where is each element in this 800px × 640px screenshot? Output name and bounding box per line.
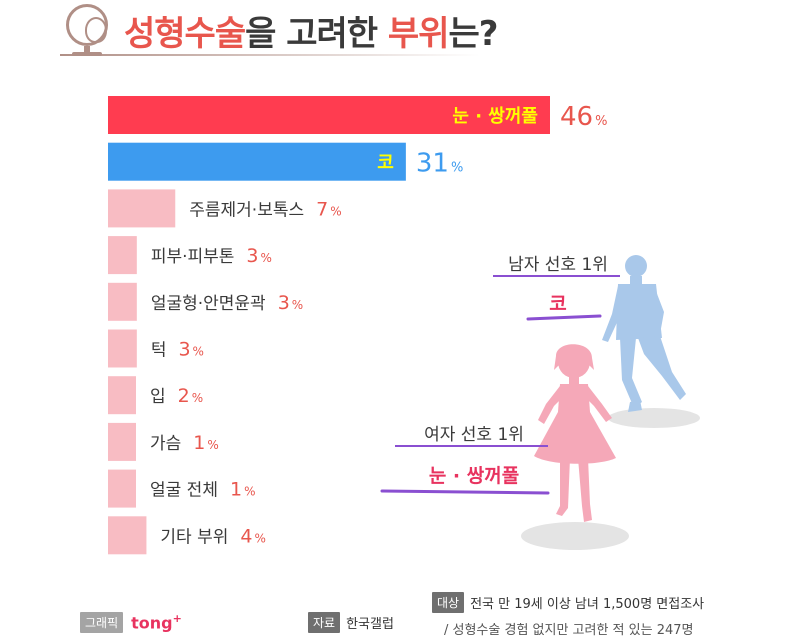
survey-info: 대상 전국 만 19세 이상 남녀 1,500명 면접조사 / 성형수술 경험 … xyxy=(432,592,772,638)
graphic-tag: 그래픽 xyxy=(80,612,124,633)
bar-1 xyxy=(108,96,550,134)
woman-callout-sub: 여자 선호 1위 xyxy=(424,425,524,445)
bar-8-label: 가슴 1% xyxy=(150,432,219,454)
man-callout-main: 코 xyxy=(549,293,567,315)
brand-name: tong xyxy=(131,613,173,633)
woman-figure-icon xyxy=(521,344,629,550)
header-divider xyxy=(60,54,480,56)
bar-9 xyxy=(108,469,136,508)
man-callout: 남자 선호 1위 코 xyxy=(496,250,620,316)
bar-5-label: 얼굴형·안면윤곽 3% xyxy=(151,292,303,314)
bar-10 xyxy=(108,516,147,555)
mirror-icon xyxy=(66,4,108,46)
bar-7-label: 입 2% xyxy=(150,385,203,407)
bar-3-label: 주름제거·보톡스 7% xyxy=(189,198,341,220)
bar-5 xyxy=(108,282,137,321)
brand-sup: + xyxy=(172,612,182,626)
target-value: 전국 만 19세 이상 남녀 1,500명 면접조사 xyxy=(470,597,705,612)
source-credit: 자료 한국갤럽 xyxy=(308,612,394,633)
title-text-2: 는? xyxy=(448,14,498,54)
man-callout-sub: 남자 선호 1위 xyxy=(508,255,608,275)
man-figure-icon xyxy=(602,255,700,428)
bar-8 xyxy=(108,422,136,461)
source-value: 한국갤럽 xyxy=(346,617,394,632)
graphic-credit: 그래픽 tong+ xyxy=(80,612,182,633)
bar-6 xyxy=(108,329,137,368)
title-highlight-2: 부위 xyxy=(387,14,450,54)
source-tag: 자료 xyxy=(308,612,341,633)
page-title: 성형수술을 고려한 부위는? xyxy=(124,6,499,55)
bar-3 xyxy=(108,189,176,228)
target-note: / 성형수술 경험 없지만 고려한 적 있는 247명 xyxy=(444,623,694,638)
bar-9-label: 얼굴 전체 1% xyxy=(150,479,255,501)
bar-4 xyxy=(108,236,137,275)
bar-4-label: 피부·피부톤 3% xyxy=(151,245,272,267)
bar-6-label: 턱 3% xyxy=(151,339,204,361)
bar-2 xyxy=(108,142,406,181)
face-icon xyxy=(85,17,107,43)
woman-callout-main: 눈 · 쌍꺼풀 xyxy=(428,465,520,487)
bar-10-label: 기타 부위 4% xyxy=(160,525,265,547)
bar-2-value: 31% xyxy=(416,149,463,179)
brand-logo: tong+ xyxy=(131,612,182,632)
bar-1-label: 눈 · 쌍꺼풀 xyxy=(452,106,538,127)
bar-7 xyxy=(108,376,136,415)
title-text-1: 을 고려한 xyxy=(245,14,388,54)
bar-1-value: 46% xyxy=(560,102,607,132)
title-highlight-1: 성형수술 xyxy=(124,14,246,54)
woman-callout: 여자 선호 1위 눈 · 쌍꺼풀 xyxy=(400,420,548,488)
bar-2-label: 코 xyxy=(377,153,394,174)
target-tag: 대상 xyxy=(432,592,465,613)
header: 성형수술을 고려한 부위는? xyxy=(60,0,580,58)
mirror-stand-icon xyxy=(84,46,90,54)
